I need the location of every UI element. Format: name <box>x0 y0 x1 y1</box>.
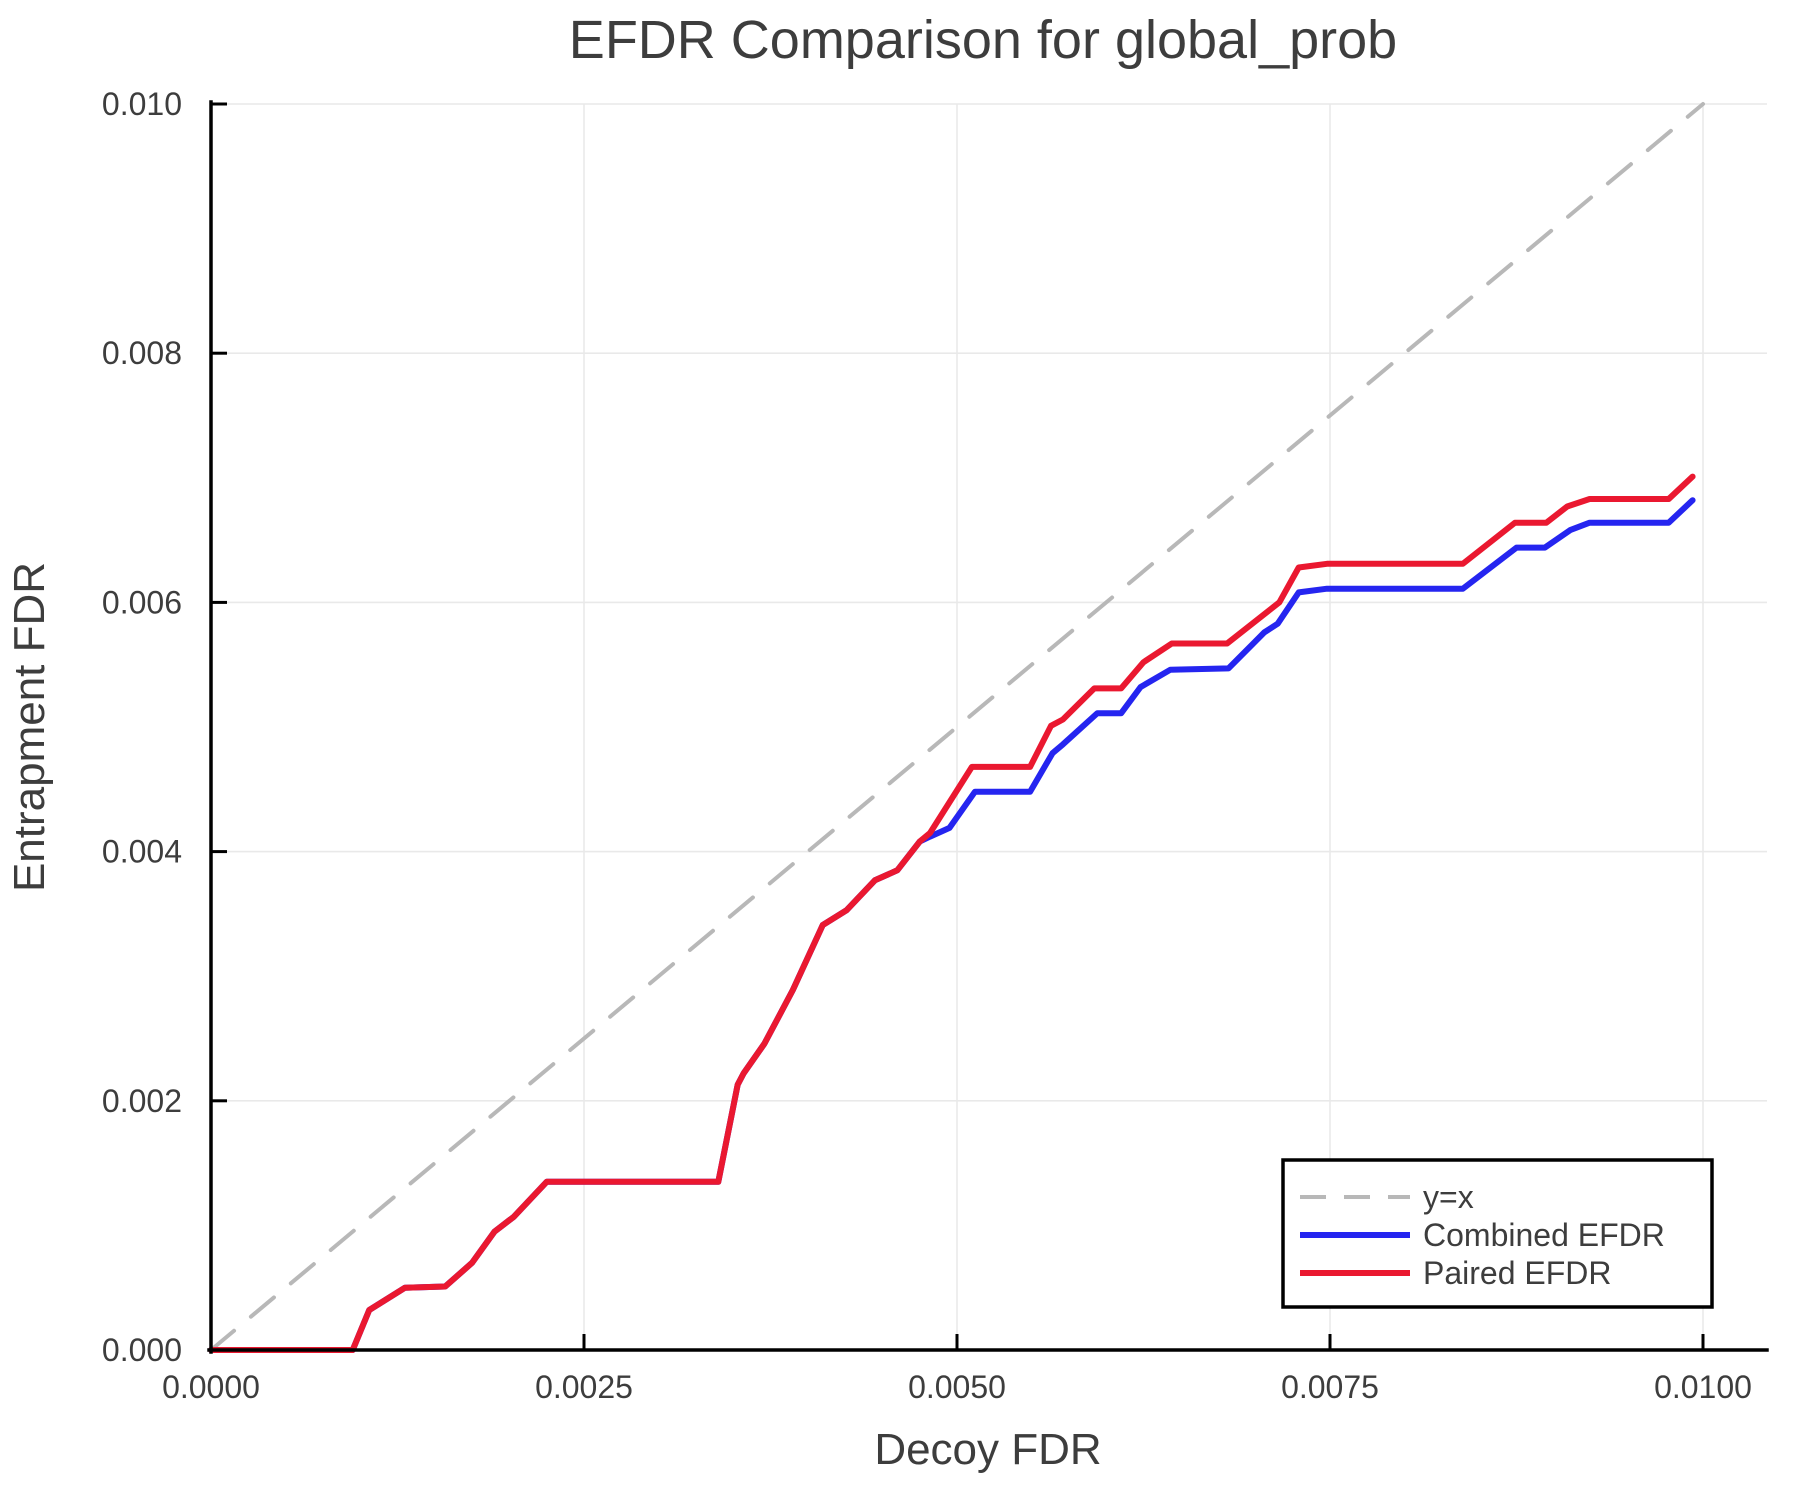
legend: y=x Combined EFDR Paired EFDR <box>1281 1158 1714 1309</box>
x-axis-ticks: 0.0000 0.0025 0.0050 0.0075 0.0100 <box>162 1334 1752 1405</box>
y-tick-label: 0.006 <box>102 584 182 620</box>
y-tick-label: 0.002 <box>102 1083 182 1119</box>
gridlines <box>211 103 1767 1350</box>
y-axis-ticks: 0.000 0.002 0.004 0.006 0.008 0.010 <box>102 86 227 1368</box>
y-tick-label: 0.010 <box>102 86 182 122</box>
paired-efdr-line <box>208 473 1696 1353</box>
x-tick-label: 0.0050 <box>908 1369 1006 1405</box>
identity-line <box>209 102 1705 1352</box>
legend-label-combined: Combined EFDR <box>1423 1217 1665 1253</box>
chart-title: EFDR Comparison for global_prob <box>569 10 1397 70</box>
axes: 0.0000 0.0025 0.0050 0.0075 0.0100 0.0000.00… <box>102 86 1769 1405</box>
legend-label-paired: Paired EFDR <box>1423 1255 1612 1291</box>
x-tick-label: 0.0075 <box>1281 1369 1379 1405</box>
x-axis-label: Decoy FDR <box>874 1425 1101 1474</box>
y-tick-label: 0.004 <box>102 834 182 870</box>
x-tick-label: 0.0025 <box>535 1369 633 1405</box>
legend-label-identity: y=x <box>1423 1179 1474 1215</box>
y-tick-label: 0.000 <box>102 1332 182 1368</box>
x-tick-label: 0.0100 <box>1654 1369 1752 1405</box>
y-tick-label: 0.008 <box>102 335 182 371</box>
y-axis-label: Entrapment FDR <box>5 562 54 892</box>
x-tick-label: 0.0000 <box>162 1369 260 1405</box>
